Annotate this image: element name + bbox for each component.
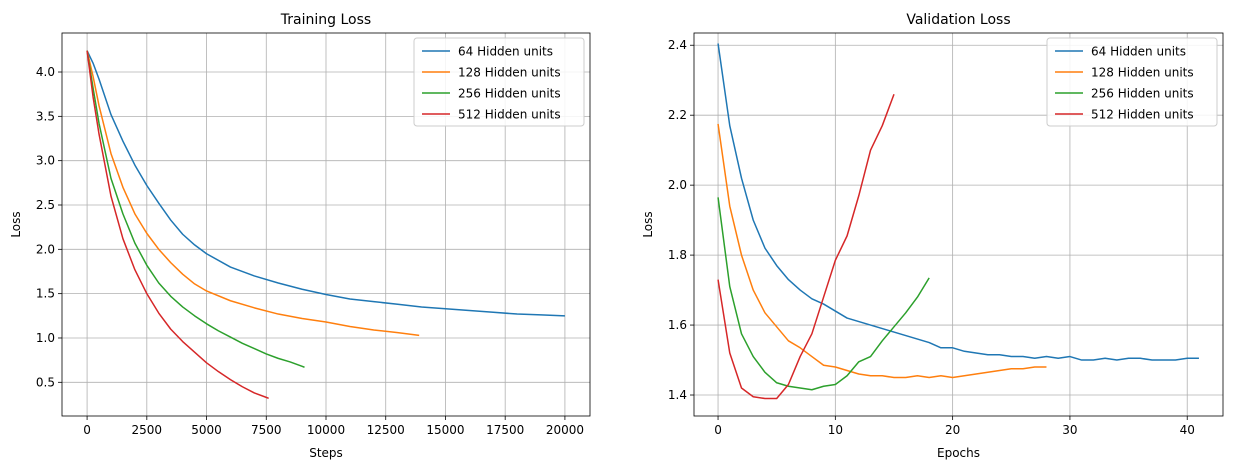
legend: 64 Hidden units 128 Hidden units 256 Hidde… [413,37,585,127]
x-axis-label: Steps [309,446,343,460]
x-tick-label: 20 [945,423,960,437]
y-tick-label: 2.0 [36,242,55,256]
x-tick-label: 15000 [426,423,464,437]
x-tick-label: 5000 [191,423,222,437]
legend-label: 256 Hidden units [1091,87,1194,101]
legend-label: 64 Hidden units [458,45,553,59]
y-tick-label: 1.4 [668,388,687,402]
x-tick-label: 0 [714,423,722,437]
y-tick-label: 1.5 [36,287,55,301]
x-tick-label: 40 [1180,423,1195,437]
x-tick-label: 12500 [367,423,405,437]
series-line-3 [717,197,930,391]
y-axis-label: Loss [641,211,655,237]
y-tick-label: 2.4 [668,38,687,52]
legend-box [1046,37,1218,127]
legend-label: 512 Hidden units [1091,108,1194,122]
legend-label: 128 Hidden units [1091,66,1194,80]
series-line-2 [86,50,420,337]
series-line-1 [86,50,565,317]
x-tick-label: 30 [1062,423,1077,437]
legend-box [413,37,585,127]
legend-label: 64 Hidden units [1091,45,1186,59]
legend-label: 128 Hidden units [458,66,561,80]
series-line-1 [717,43,1199,361]
x-axis-label: Epochs [937,446,980,460]
x-tick-label: 0 [83,423,91,437]
x-tick-label: 10 [828,423,843,437]
x-tick-label: 10000 [307,423,345,437]
y-tick-label: 2.0 [668,178,687,192]
x-tick-label: 2500 [132,423,163,437]
series-line-3 [86,50,305,368]
y-tick-label: 2.2 [668,108,687,122]
y-tick-label: 1.8 [668,248,687,262]
series-line-4 [717,93,895,400]
plot-frame [693,32,1224,417]
chart-panel-1: 0 2500 5000 7500 10000 12500 15000 17500 20000 0.… [9,12,591,460]
y-tick-label: 3.5 [36,109,55,123]
y-tick-label: 2.5 [36,198,55,212]
y-tick-label: 1.6 [668,318,687,332]
series-line-2 [717,123,1047,379]
x-tick-label: 17500 [486,423,524,437]
y-tick-label: 3.0 [36,154,55,168]
legend-label: 512 Hidden units [458,108,561,122]
y-tick-label: 0.5 [36,375,55,389]
series-line-4 [86,50,269,399]
chart-panel-2: 0 10 20 30 40 1.4 1.6 1.8 2.0 2.2 2.4 Validation Lo… [641,12,1224,460]
chart-title: Training Loss [280,12,371,28]
legend: 64 Hidden units 128 Hidden units 256 Hidde… [1046,37,1218,127]
x-tick-label: 7500 [251,423,282,437]
y-tick-label: 1.0 [36,331,55,345]
chart-title: Validation Loss [906,12,1010,28]
y-axis-label: Loss [9,211,23,237]
legend-label: 256 Hidden units [458,87,561,101]
x-tick-label: 20000 [546,423,584,437]
y-tick-label: 4.0 [36,65,55,79]
